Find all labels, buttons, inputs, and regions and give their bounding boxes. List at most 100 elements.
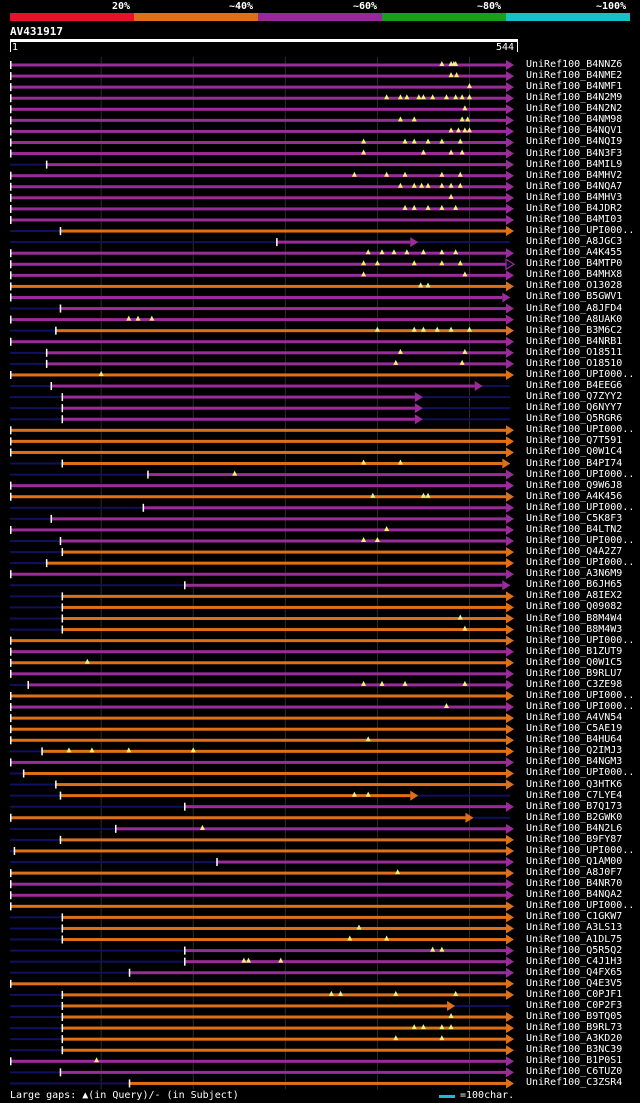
hit-label[interactable]: UniRef100_B8M4W4 (526, 612, 623, 624)
hit-label[interactable]: UniRef100_A3N6M9 (526, 568, 623, 580)
hit-label[interactable]: UniRef100_A4VN54 (526, 712, 623, 724)
hit-label[interactable]: UniRef100_O18511 (526, 346, 623, 358)
hit-label[interactable]: UniRef100_C5AE19 (526, 723, 623, 735)
hit-label[interactable]: UniRef100_UPI000.. (526, 701, 635, 713)
hit-label[interactable]: UniRef100_UPI000.. (526, 900, 635, 912)
hit-label[interactable]: UniRef100_O13028 (526, 280, 623, 292)
hit-label[interactable]: UniRef100_B4MIL9 (526, 158, 623, 170)
hit-label[interactable]: UniRef100_Q0W1C5 (526, 656, 623, 668)
hit-label[interactable]: UniRef100_Q6NYY7 (526, 402, 623, 414)
hit-label[interactable]: UniRef100_B4NQV1 (526, 125, 623, 137)
hit-label[interactable]: UniRef100_B4MHV2 (526, 169, 623, 181)
hit-label[interactable]: UniRef100_B4NGM3 (526, 756, 623, 768)
hit-label[interactable]: UniRef100_UPI000.. (526, 225, 635, 237)
hit-label[interactable]: UniRef100_A8IEX2 (526, 590, 623, 602)
hit-label[interactable]: UniRef100_Q0W1C4 (526, 446, 623, 458)
query-gap-marker (232, 470, 238, 476)
hit-label[interactable]: UniRef100_B8M4W3 (526, 623, 623, 635)
query-gap-marker (466, 94, 472, 100)
hit-label[interactable]: UniRef100_B4NNZ6 (526, 59, 623, 70)
hit-label[interactable]: UniRef100_UPI000.. (526, 844, 635, 856)
hit-label[interactable]: UniRef100_UPI000.. (526, 557, 635, 569)
hit-label[interactable]: UniRef100_B9RLU7 (526, 667, 623, 679)
hit-bar (10, 639, 506, 643)
hit-label[interactable]: UniRef100_A4K455 (526, 247, 623, 259)
query-gap-marker (439, 249, 445, 255)
hit-label[interactable]: UniRef100_B4N2L6 (526, 822, 623, 834)
hit-label[interactable]: UniRef100_Q3HTK6 (526, 778, 623, 790)
hit-label[interactable]: UniRef100_A1DL75 (526, 933, 623, 945)
hit-label[interactable]: UniRef100_B4N2M9 (526, 92, 623, 104)
hit-label[interactable]: UniRef100_B4NMF1 (526, 81, 623, 93)
hit-label[interactable]: UniRef100_B9RL73 (526, 1022, 623, 1034)
hit-label[interactable]: UniRef100_B4HU64 (526, 734, 623, 746)
hit-label[interactable]: UniRef100_C0P2F3 (526, 999, 623, 1011)
hit-label[interactable]: UniRef100_O18510 (526, 357, 623, 369)
hit-label[interactable]: UniRef100_A8J0F7 (526, 867, 623, 879)
hit-label[interactable]: UniRef100_Q7T591 (526, 435, 623, 447)
hit-label[interactable]: UniRef100_B3NC39 (526, 1044, 623, 1056)
hit-label[interactable]: UniRef100_Q2IMJ3 (526, 745, 623, 757)
hit-label[interactable]: UniRef100_B4PI74 (526, 457, 623, 469)
hit-label[interactable]: UniRef100_Q4FX65 (526, 966, 623, 978)
hit-label[interactable]: UniRef100_C1GKW7 (526, 911, 623, 923)
hit-label[interactable]: UniRef100_B1ZUT9 (526, 645, 623, 657)
hit-label[interactable]: UniRef100_A8JFD4 (526, 302, 623, 314)
hit-label[interactable]: UniRef100_C3ZSR4 (526, 1077, 623, 1089)
hit-label[interactable]: UniRef100_Q5R5Q2 (526, 944, 623, 956)
hit-label[interactable]: UniRef100_C7LYE4 (526, 789, 623, 801)
hit-label[interactable]: UniRef100_B1P0S1 (526, 1055, 623, 1067)
hit-label[interactable]: UniRef100_UPI000.. (526, 535, 635, 546)
hit-label[interactable]: UniRef100_C5K8F3 (526, 512, 623, 524)
hit-label[interactable]: UniRef100_B4MI03 (526, 213, 623, 225)
hit-label[interactable]: UniRef100_A3KD20 (526, 1033, 623, 1045)
hit-label[interactable]: UniRef100_B9FY87 (526, 833, 623, 845)
hit-label[interactable]: UniRef100_Q4A2Z7 (526, 546, 623, 558)
hit-label[interactable]: UniRef100_B2GWK0 (526, 811, 623, 823)
hit-label[interactable]: UniRef100_B4NME2 (526, 70, 623, 82)
hit-label[interactable]: UniRef100_B4LTN2 (526, 523, 623, 535)
hit-label[interactable]: UniRef100_C3ZE98 (526, 678, 623, 690)
hit-label[interactable]: UniRef100_B4NQA7 (526, 180, 623, 192)
hit-label[interactable]: UniRef100_B4N3F3 (526, 147, 623, 159)
hit-label[interactable]: UniRef100_UPI000.. (526, 634, 635, 646)
hit-label[interactable]: UniRef100_C6TUZ0 (526, 1066, 623, 1078)
hit-label[interactable]: UniRef100_B4EEG6 (526, 380, 623, 392)
hit-label[interactable]: UniRef100_C4J1H3 (526, 955, 623, 967)
hit-label[interactable]: UniRef100_B3M6C2 (526, 324, 623, 336)
hit-label[interactable]: UniRef100_B4NM98 (526, 114, 623, 126)
hit-label[interactable]: UniRef100_B4NR70 (526, 878, 623, 890)
hit-label[interactable]: UniRef100_UPI000.. (526, 501, 635, 513)
hit-label[interactable]: UniRef100_B4NQI9 (526, 136, 623, 148)
hit-label[interactable]: UniRef100_Q4E3V5 (526, 977, 623, 989)
hit-label[interactable]: UniRef100_B4JDR2 (526, 202, 623, 214)
hit-label[interactable]: UniRef100_B4NQA2 (526, 889, 623, 901)
hit-label[interactable]: UniRef100_UPI000.. (526, 468, 635, 480)
hit-label[interactable]: UniRef100_UPI000.. (526, 424, 635, 436)
hit-label[interactable]: UniRef100_B4MTP0 (526, 258, 623, 270)
hit-bar (10, 760, 506, 764)
hit-label[interactable]: UniRef100_B5GWV1 (526, 291, 623, 303)
hit-label[interactable]: UniRef100_Q5RGR6 (526, 413, 623, 425)
hit-label[interactable]: UniRef100_Q09082 (526, 601, 623, 613)
hit-label[interactable]: UniRef100_B4N2N2 (526, 103, 623, 115)
hit-label[interactable]: UniRef100_UPI000.. (526, 767, 635, 779)
hit-label[interactable]: UniRef100_B4MHX8 (526, 269, 623, 281)
hit-label[interactable]: UniRef100_B4MHV3 (526, 191, 623, 203)
hit-label[interactable]: UniRef100_A8UAK0 (526, 313, 623, 325)
hit-label[interactable]: UniRef100_C0PJF1 (526, 988, 623, 1000)
hit-label[interactable]: UniRef100_A4K456 (526, 490, 623, 502)
hit-label[interactable]: UniRef100_Q7ZYY2 (526, 391, 623, 403)
hit-label[interactable]: UniRef100_B4NRB1 (526, 335, 623, 347)
hit-label[interactable]: UniRef100_A3LS13 (526, 922, 623, 934)
hit-label[interactable]: UniRef100_Q1AM00 (526, 856, 623, 868)
hit-label[interactable]: UniRef100_B7Q173 (526, 800, 623, 812)
hit-label[interactable]: UniRef100_Q9W6J8 (526, 479, 623, 491)
hit-label[interactable]: UniRef100_B9TQ05 (526, 1011, 623, 1023)
hit-label[interactable]: UniRef100_UPI000.. (526, 368, 635, 380)
hit-start-tick (10, 105, 12, 114)
hit-label[interactable]: UniRef100_UPI000.. (526, 689, 635, 701)
hit-label[interactable]: UniRef100_B6JH65 (526, 579, 623, 591)
hit-arrow (506, 801, 514, 812)
hit-label[interactable]: UniRef100_A8JGC3 (526, 236, 623, 248)
